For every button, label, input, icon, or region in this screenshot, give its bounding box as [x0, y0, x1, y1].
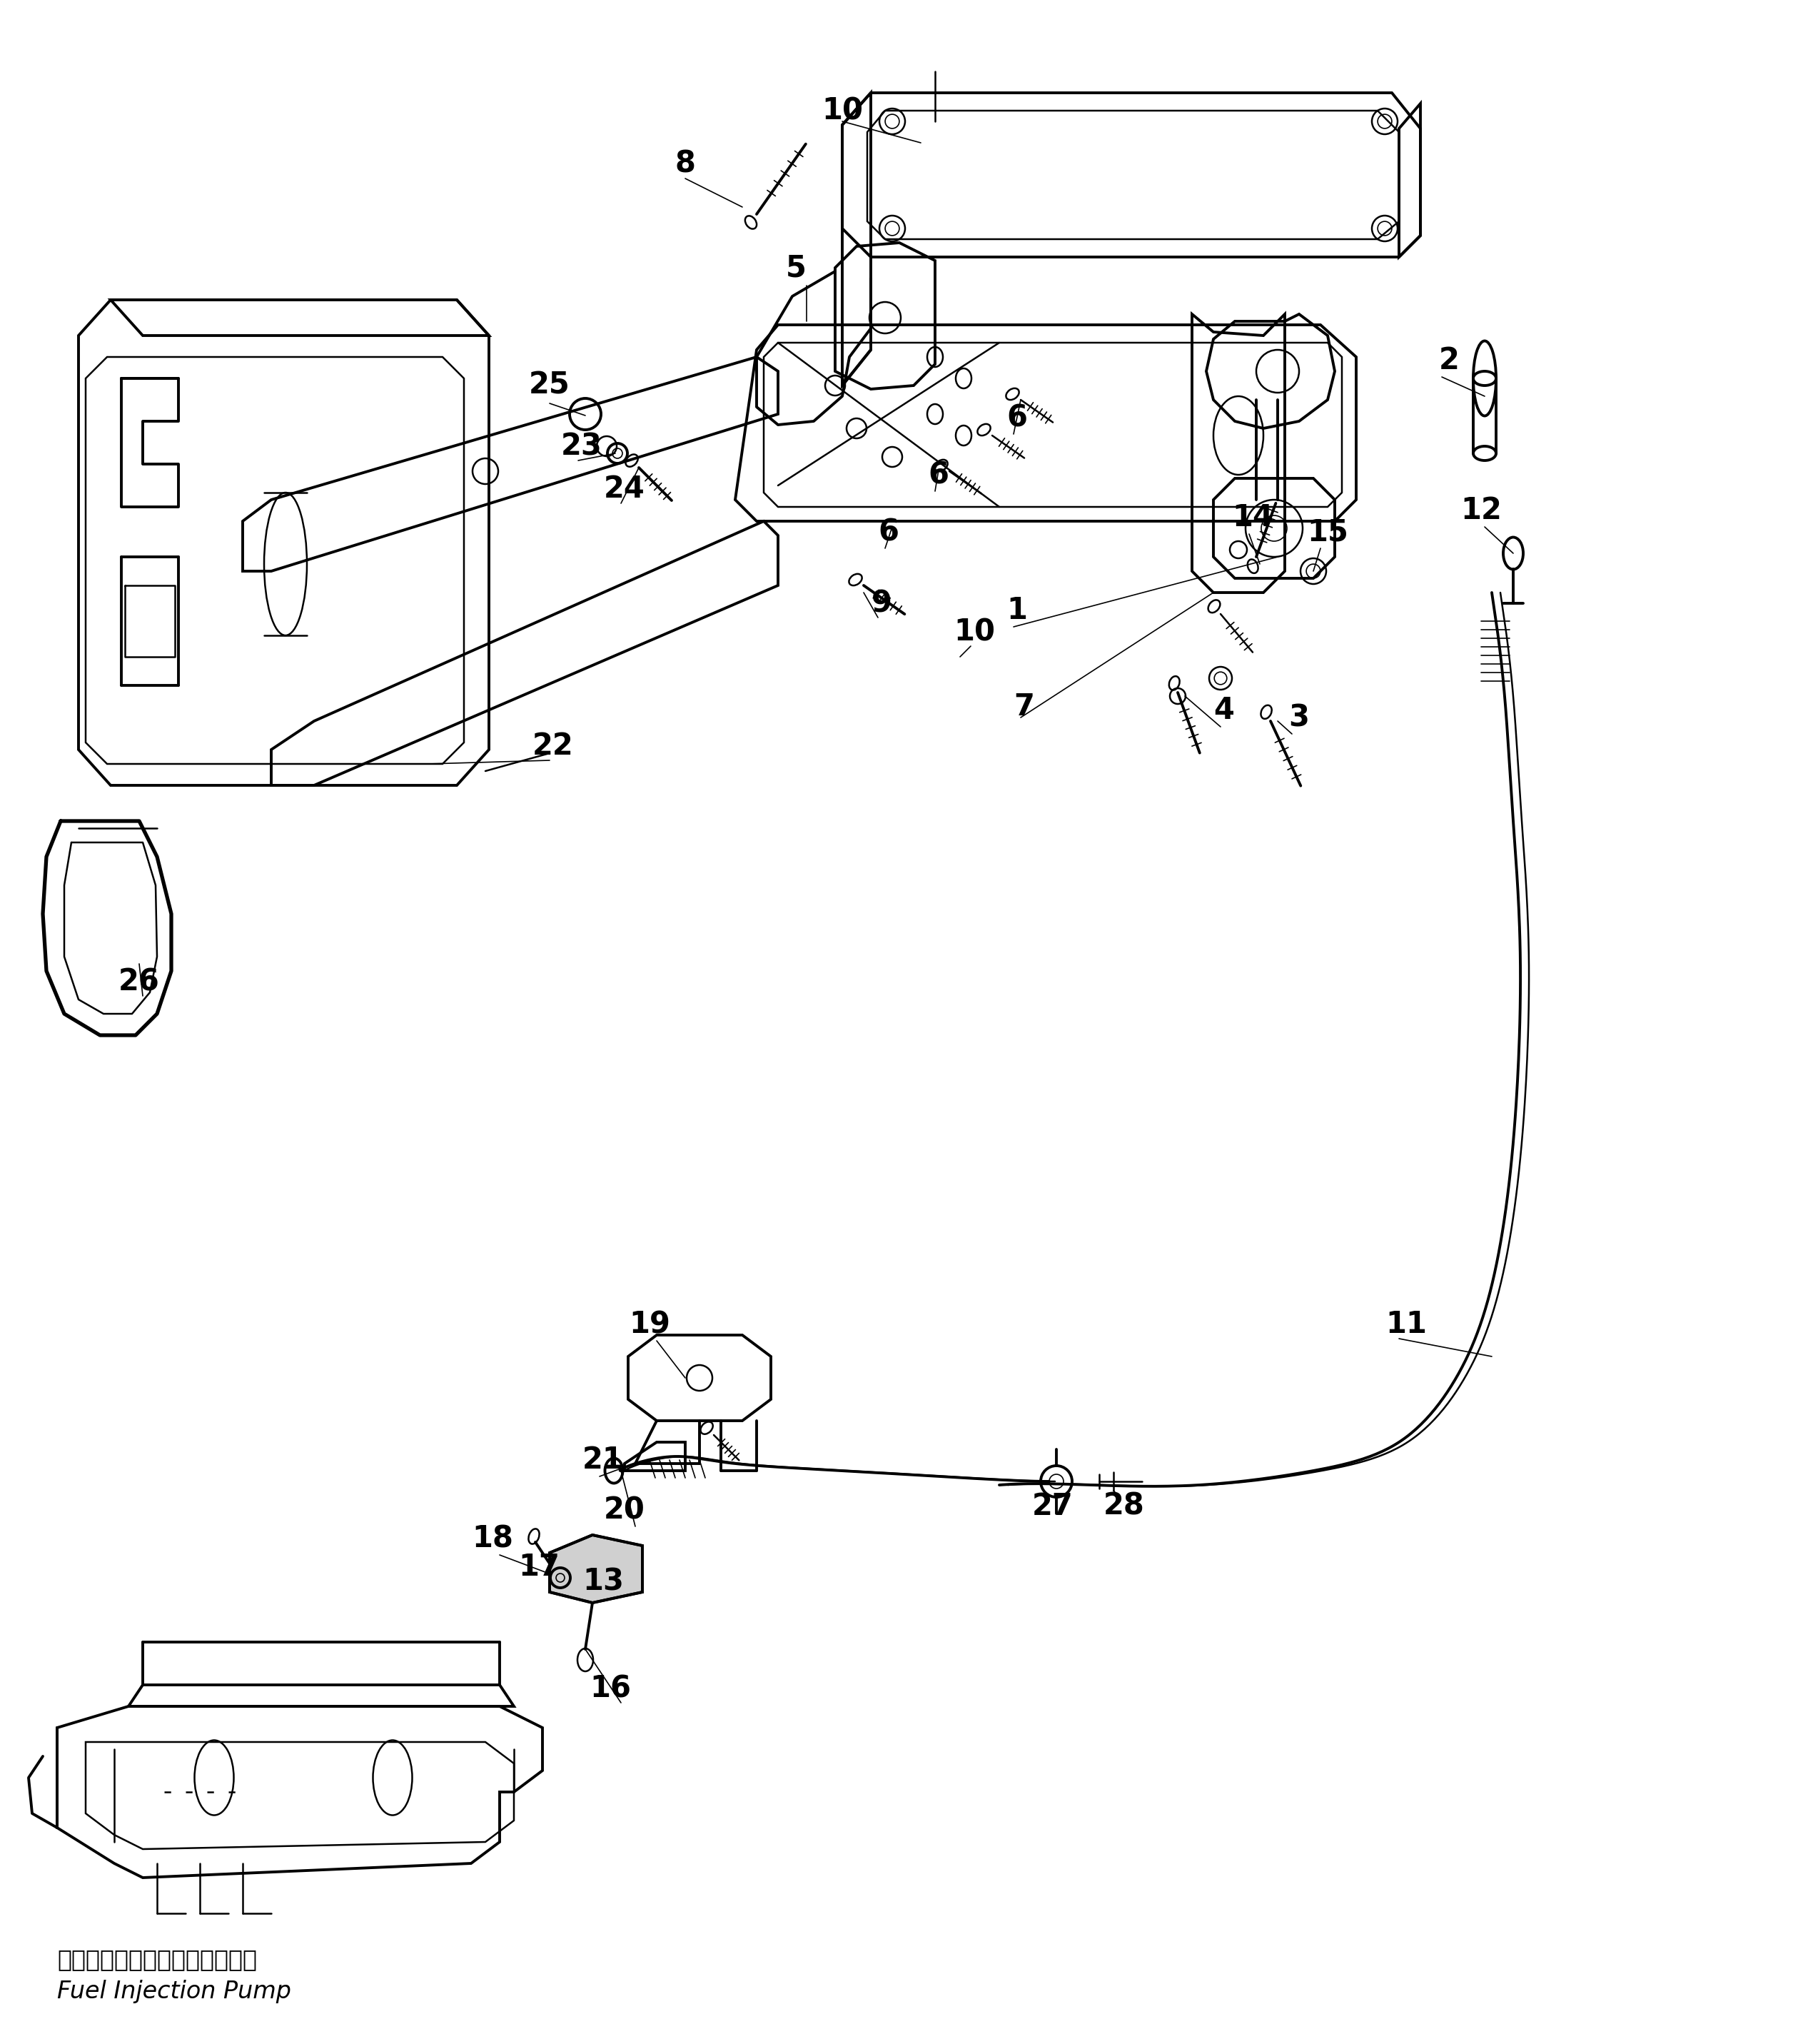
Text: 18: 18	[472, 1523, 514, 1553]
Text: 6: 6	[1006, 403, 1028, 433]
Text: 1: 1	[1006, 595, 1028, 625]
Text: 28: 28	[1103, 1492, 1145, 1521]
Text: 24: 24	[604, 474, 645, 505]
Text: 4: 4	[1213, 695, 1235, 726]
Text: 3: 3	[1289, 703, 1309, 732]
Text: 27: 27	[1031, 1492, 1073, 1521]
Text: 23: 23	[561, 431, 602, 462]
Text: 7: 7	[1013, 691, 1035, 722]
Text: 21: 21	[582, 1445, 624, 1476]
Text: 6: 6	[929, 460, 948, 491]
Text: 2: 2	[1439, 345, 1459, 376]
Text: 10: 10	[822, 96, 864, 125]
Text: 15: 15	[1307, 517, 1349, 548]
Text: 5: 5	[786, 253, 806, 282]
Text: 6: 6	[878, 517, 900, 548]
Text: Fuel Injection Pump: Fuel Injection Pump	[58, 1981, 290, 2003]
Text: 8: 8	[674, 149, 696, 180]
Text: 10: 10	[954, 617, 995, 646]
Text: 16: 16	[590, 1674, 631, 1703]
Text: フェルインジェクションポンプ: フェルインジェクションポンプ	[58, 1948, 258, 1972]
Text: 20: 20	[604, 1494, 645, 1525]
Text: 12: 12	[1460, 495, 1502, 525]
Text: 14: 14	[1231, 503, 1273, 533]
Text: 13: 13	[582, 1566, 624, 1596]
Text: 22: 22	[532, 732, 573, 760]
Text: 25: 25	[528, 370, 570, 401]
Text: 11: 11	[1385, 1310, 1426, 1339]
Text: 17: 17	[517, 1551, 559, 1582]
Text: 26: 26	[119, 967, 160, 997]
Polygon shape	[550, 1535, 642, 1602]
Text: 9: 9	[871, 589, 892, 617]
Text: 19: 19	[629, 1310, 671, 1339]
